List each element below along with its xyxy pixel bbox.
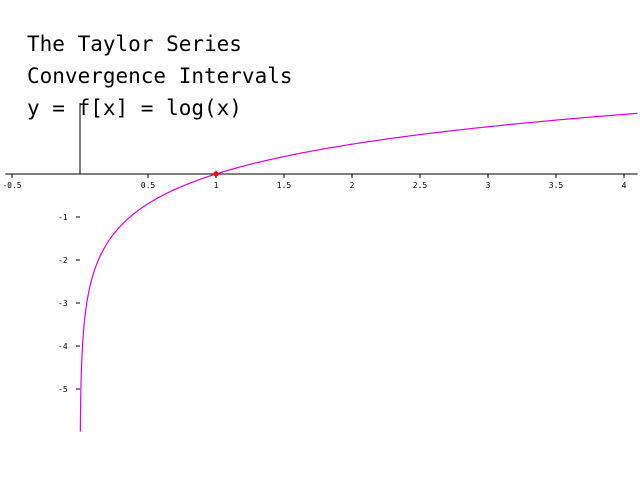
markers-group: [212, 170, 220, 178]
curves-group: [79, 112, 638, 432]
x-tick-label: 0.5: [141, 181, 156, 190]
x-tick-label: 3.5: [549, 181, 564, 190]
y-tick-label: -2: [58, 256, 68, 265]
x-tick-label: 1: [214, 181, 219, 190]
x-tick-label: 4: [622, 181, 627, 190]
chart-title-line-3: y = f[x] = log(x): [27, 96, 242, 120]
point-marker: [212, 170, 220, 178]
chart-title-line-2: Convergence Intervals: [27, 64, 293, 88]
y-tick-label: -1: [58, 213, 68, 222]
y-tick-label: -3: [58, 299, 68, 308]
x-tick-label: 3: [486, 181, 491, 190]
log-curve: [79, 112, 638, 432]
x-tick-label: 2.5: [413, 181, 428, 190]
x-tick-label: 1.5: [277, 181, 292, 190]
chart-title-line-1: The Taylor Series: [27, 32, 242, 56]
x-tick-label: -0.5: [2, 181, 21, 190]
axes-group: -0.5 0.5 1 1.5 2 2.5 3 3.5 4 -1 -2 -3 -4 -5: [2, 103, 638, 394]
y-tick-label: -5: [58, 385, 68, 394]
y-tick-label: -4: [58, 342, 68, 351]
x-tick-label: 2: [350, 181, 355, 190]
